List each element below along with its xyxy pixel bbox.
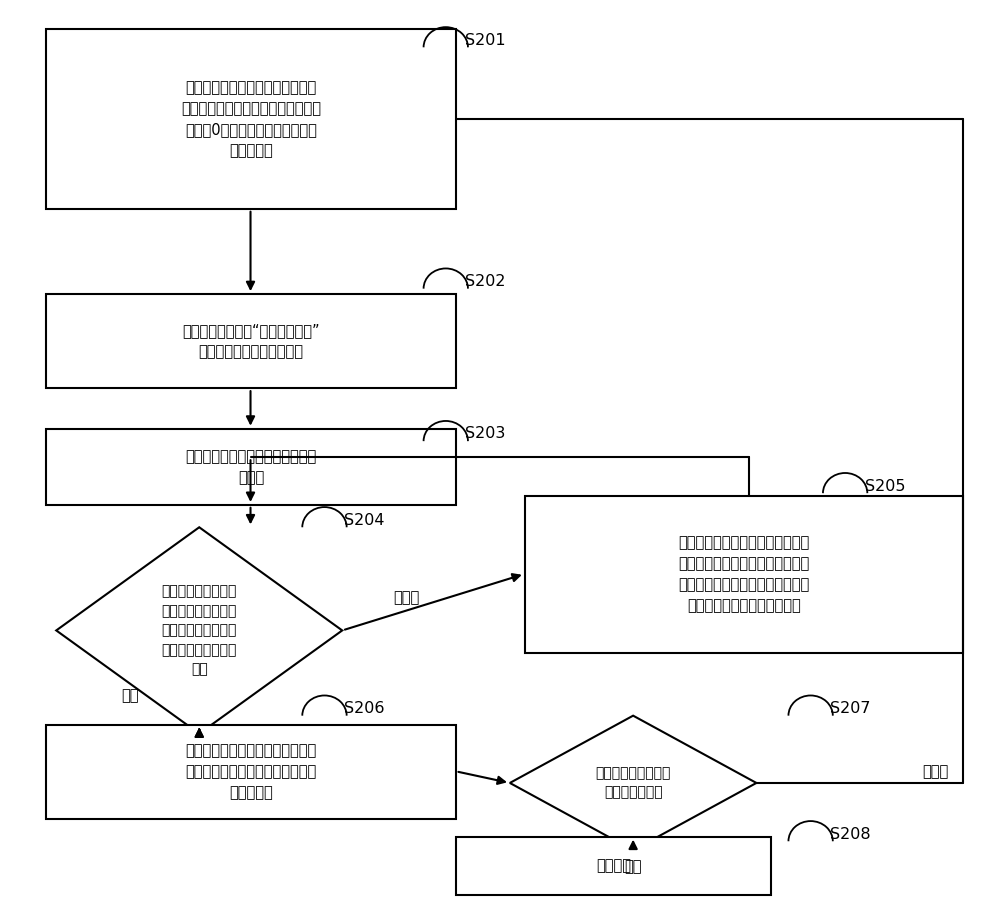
Text: 判断压实遍数是否达
到预期压实遍数: 判断压实遍数是否达 到预期压实遍数	[595, 766, 671, 800]
Text: 相等: 相等	[121, 689, 139, 703]
FancyBboxPatch shape	[46, 428, 456, 505]
Text: 未达到: 未达到	[923, 763, 949, 779]
Polygon shape	[56, 527, 342, 733]
Text: S202: S202	[465, 274, 506, 289]
Text: S201: S201	[465, 33, 506, 47]
Text: 通过上述数据确定“压路机－土壤”
振动系统的二阶固有频率値: 通过上述数据确定“压路机－土壤” 振动系统的二阶固有频率値	[182, 323, 320, 359]
FancyBboxPatch shape	[46, 724, 456, 819]
FancyBboxPatch shape	[456, 837, 771, 896]
Text: S207: S207	[830, 701, 871, 716]
FancyBboxPatch shape	[46, 294, 456, 388]
FancyBboxPatch shape	[525, 496, 963, 653]
Text: S204: S204	[344, 513, 385, 527]
Text: S205: S205	[865, 478, 905, 494]
Text: S203: S203	[465, 426, 506, 442]
FancyBboxPatch shape	[46, 29, 456, 209]
Text: 设置压路机振动频率得到振动频率
设置値: 设置压路机振动频率得到振动频率 设置値	[185, 449, 317, 485]
Text: S208: S208	[830, 826, 871, 842]
Text: 设置一个新的振动频率设置値，保
证该振动频率値大于上述二阶固有
频率値并调整该振动频率设置値靠
近上述二阶固有频率値的程度: 设置一个新的振动频率设置値，保 证该振动频率値大于上述二阶固有 频率値并调整该振…	[678, 536, 810, 613]
Polygon shape	[510, 716, 756, 850]
Text: 压路机用上述振动频率设置値对应
的振动频率对需要被压实的土壤进
行振动碎压: 压路机用上述振动频率设置値对应 的振动频率对需要被压实的土壤进 行振动碎压	[185, 743, 317, 800]
Text: 达到: 达到	[624, 859, 642, 874]
Text: 压路机在需要被压实的土壤或与需
要被压实的土壤相同的土壤上起振，
获取从0到振动频率预设値整个过
程中的数据: 压路机在需要被压实的土壤或与需 要被压实的土壤相同的土壤上起振， 获取从0到振动…	[181, 80, 321, 159]
Text: 获取压实过程中振动
加速度数据，通过数
据处理如二次积分获
得振幅，与预期振幅
比较: 获取压实过程中振动 加速度数据，通过数 据处理如二次积分获 得振幅，与预期振幅 …	[162, 585, 237, 677]
Text: 完成碎压: 完成碎压	[596, 858, 631, 874]
Text: 不相等: 不相等	[393, 589, 419, 605]
Text: S206: S206	[344, 701, 385, 716]
